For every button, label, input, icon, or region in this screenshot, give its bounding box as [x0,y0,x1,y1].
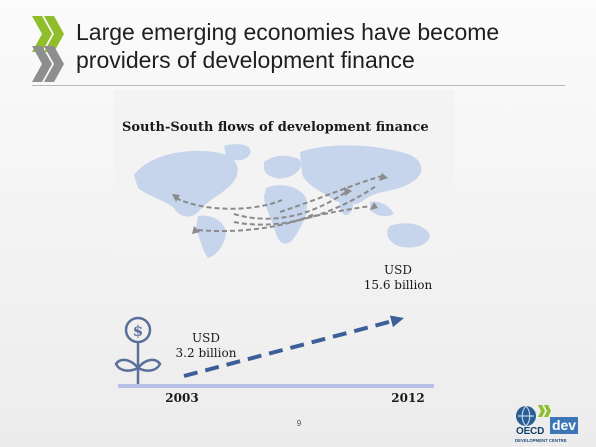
data-label-2003-line-1: USD [192,331,220,345]
north-america-shape [134,150,238,217]
arrowhead-icon [172,194,180,202]
world-map-icon [134,144,430,258]
flow-arrow [233,191,347,220]
flow-arrow [279,175,383,213]
dev-wordmark: dev [550,417,578,434]
slide-title-line-2: providers of development finance [76,47,415,73]
plant-leaf-left [114,358,140,372]
slide-title-line-1: Large emerging economies have become [76,19,500,45]
flow-arrowheads [172,173,388,234]
data-label-2003-line-2: 3.2 billion [176,346,237,360]
oecd-wordmark: OECD [516,426,545,437]
x-tick-label-2003: 2003 [165,391,198,405]
slide-title: Large emerging economies have become pro… [76,18,576,74]
arrowhead-icon [370,202,378,210]
arrowhead-icon [379,173,388,181]
flow-arrow [175,197,283,210]
chevron-green-icon [32,16,52,52]
arrowhead-icon [344,187,352,196]
flow-arrow [197,213,315,233]
chevron-gray-icon [32,46,52,82]
greenland-shape [224,144,251,161]
title-divider [32,85,565,86]
continents [134,144,430,258]
oecd-chevron-logo-icon [32,16,64,82]
trend-arrowhead [389,315,404,328]
page-number: 9 [296,419,302,428]
australia-shape [387,223,430,248]
chevron-small-icon [538,405,551,417]
figure-title: South-South flows of development finance [122,120,429,135]
flow-arrows [175,175,383,233]
arrowhead-icon [192,226,200,234]
europe-shape [264,155,302,179]
dollar-plant-icon [114,316,162,384]
data-label-2012-line-2: 15.6 billion [364,278,433,292]
dollar-sign-icon: $ [133,322,143,340]
africa-shape [264,185,308,244]
plant-leaf-right [136,358,162,372]
x-tick-label-2012: 2012 [391,391,424,405]
development-centre-label: DEVELOPMENT CENTRE [515,438,567,443]
data-label-2012-line-1: USD [384,263,412,277]
chevron-gray-icon [44,46,64,82]
chevron-green-icon [44,16,64,52]
oecd-development-centre-logo: OECD dev DEVELOPMENT CENTRE [514,404,580,444]
asia-shape [300,145,422,205]
trend-line [183,319,392,378]
south-america-shape [196,215,226,258]
oecd-globe-icon [516,405,536,427]
flow-arrow [291,205,371,223]
